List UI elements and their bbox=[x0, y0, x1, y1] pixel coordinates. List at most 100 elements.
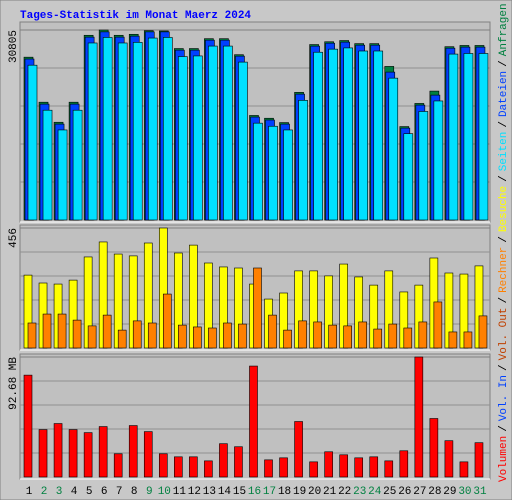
x-tick-label: 9 bbox=[146, 486, 153, 498]
bar bbox=[27, 64, 38, 221]
bar bbox=[57, 129, 68, 221]
bar bbox=[249, 365, 258, 478]
bar bbox=[162, 293, 172, 349]
x-tick-label: 7 bbox=[116, 486, 123, 498]
x-tick-label: 15 bbox=[233, 486, 246, 498]
bar bbox=[373, 328, 383, 349]
bar bbox=[208, 45, 218, 221]
bar bbox=[219, 443, 228, 478]
bar bbox=[433, 301, 443, 349]
bar bbox=[358, 321, 368, 349]
x-tick-label: 16 bbox=[248, 486, 261, 498]
bar bbox=[294, 421, 303, 478]
bar bbox=[388, 323, 398, 349]
bar bbox=[298, 100, 308, 221]
bar bbox=[147, 322, 157, 349]
legend-entry: Besuche bbox=[498, 186, 510, 232]
x-tick-label: 24 bbox=[368, 486, 382, 498]
bar bbox=[23, 374, 33, 478]
x-tick-label: 31 bbox=[473, 486, 487, 498]
x-tick-label: 25 bbox=[383, 486, 396, 498]
bar bbox=[87, 325, 97, 349]
bar bbox=[478, 315, 488, 349]
bar bbox=[448, 331, 458, 349]
y-tick-label: 92.68 MB bbox=[8, 357, 20, 410]
bar bbox=[42, 313, 52, 349]
bar bbox=[268, 125, 278, 221]
bar bbox=[313, 51, 323, 221]
bar bbox=[373, 50, 384, 221]
x-tick-label: 12 bbox=[188, 486, 201, 498]
bar bbox=[117, 329, 127, 349]
bar bbox=[128, 425, 138, 478]
bar bbox=[38, 429, 48, 478]
x-tick-label: 4 bbox=[71, 486, 78, 498]
bar bbox=[403, 327, 413, 349]
x-tick-label: 22 bbox=[338, 486, 351, 498]
bar bbox=[478, 53, 489, 221]
bar bbox=[388, 77, 399, 221]
legend-separator: / bbox=[498, 297, 510, 304]
bar bbox=[132, 320, 142, 349]
bar bbox=[418, 321, 428, 349]
bar bbox=[343, 325, 352, 349]
bar bbox=[459, 461, 469, 478]
legend-entry: Anfragen bbox=[498, 3, 510, 56]
bar bbox=[27, 322, 37, 349]
bar bbox=[343, 47, 353, 221]
legend-entry: Vol. In bbox=[498, 375, 510, 421]
bar bbox=[463, 331, 473, 349]
bar bbox=[83, 432, 93, 478]
legend-separator: / bbox=[498, 425, 510, 432]
bar bbox=[358, 50, 369, 221]
x-tick-label: 3 bbox=[56, 486, 63, 498]
legend-separator: / bbox=[498, 60, 510, 67]
legend-separator: / bbox=[498, 121, 510, 128]
bar bbox=[72, 109, 83, 221]
x-tick-label: 21 bbox=[323, 486, 337, 498]
x-tick-label: 8 bbox=[131, 486, 138, 498]
bar bbox=[474, 442, 484, 478]
x-tick-label: 17 bbox=[263, 486, 276, 498]
bar bbox=[328, 48, 338, 221]
legend-separator: / bbox=[498, 364, 510, 371]
x-tick-label: 20 bbox=[308, 486, 321, 498]
bar bbox=[223, 322, 232, 349]
x-tick-label: 30 bbox=[458, 486, 471, 498]
bar bbox=[339, 454, 348, 478]
bar bbox=[264, 459, 273, 478]
bar bbox=[283, 129, 293, 221]
legend-entry: Volumen bbox=[498, 436, 510, 482]
bar bbox=[223, 45, 233, 221]
bar bbox=[193, 326, 202, 349]
bar bbox=[463, 53, 474, 221]
bar bbox=[279, 457, 288, 478]
bar bbox=[444, 440, 454, 478]
bar bbox=[189, 456, 198, 478]
x-tick-label: 14 bbox=[218, 486, 232, 498]
bar bbox=[433, 100, 444, 221]
bar bbox=[57, 313, 67, 349]
bar bbox=[238, 323, 247, 349]
x-tick-label: 6 bbox=[101, 486, 108, 498]
bar bbox=[204, 460, 213, 478]
bar bbox=[162, 37, 173, 221]
bar bbox=[132, 42, 143, 221]
x-tick-label: 18 bbox=[278, 486, 291, 498]
bar bbox=[143, 431, 153, 478]
bar bbox=[283, 329, 292, 349]
bar bbox=[208, 327, 217, 349]
x-tick-label: 1 bbox=[26, 486, 33, 498]
x-tick-label: 10 bbox=[158, 486, 171, 498]
bar bbox=[384, 460, 394, 478]
bar bbox=[369, 456, 379, 478]
bar bbox=[113, 453, 123, 478]
bar bbox=[102, 314, 112, 349]
x-tick-label: 13 bbox=[203, 486, 216, 498]
bar bbox=[268, 314, 277, 349]
bar bbox=[309, 461, 318, 478]
bar bbox=[53, 423, 63, 478]
bar bbox=[448, 53, 459, 221]
bar bbox=[324, 451, 333, 478]
bar bbox=[234, 446, 243, 478]
